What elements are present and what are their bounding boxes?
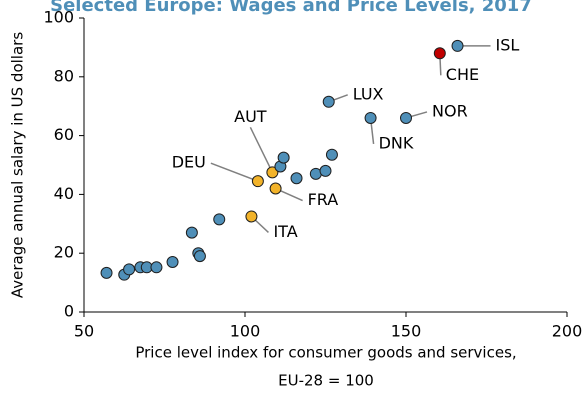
y-tick-label: 60 <box>54 125 74 144</box>
point <box>364 111 377 124</box>
y-tick-label: 20 <box>54 243 74 262</box>
point <box>245 210 258 223</box>
point <box>319 164 332 177</box>
point <box>325 148 338 161</box>
annotation: DNK <box>379 133 414 152</box>
leader-line <box>249 127 274 173</box>
x-tick-label: 50 <box>74 322 94 341</box>
annotation: CHE <box>446 65 479 84</box>
x-axis-label: EU-28 = 100 <box>278 372 374 390</box>
y-axis-label: Average annual salary in US dollars <box>9 32 27 298</box>
point <box>451 39 464 52</box>
point <box>251 175 264 188</box>
point <box>185 226 198 239</box>
point <box>400 111 412 124</box>
point <box>433 47 446 60</box>
point <box>266 166 279 179</box>
annotation: LUX <box>353 84 384 103</box>
chart-title: Selected Europe: Wages and Price Levels,… <box>50 0 532 16</box>
point <box>322 95 335 108</box>
x-tick-label: 100 <box>230 322 261 341</box>
annotation: DEU <box>172 153 206 172</box>
point <box>123 263 136 276</box>
y-tick-label: 80 <box>54 66 74 85</box>
annotation: NOR <box>432 101 468 120</box>
annotation: FRA <box>308 190 339 209</box>
point <box>100 266 113 279</box>
point <box>150 261 163 274</box>
x-axis-label: Price level index for consumer goods and… <box>135 344 516 362</box>
x-tick-label: 150 <box>391 322 422 341</box>
annotation: ITA <box>273 222 297 241</box>
point <box>213 213 226 226</box>
point <box>166 256 179 269</box>
annotation: AUT <box>234 107 267 126</box>
point <box>269 182 282 195</box>
point <box>277 151 290 164</box>
annotation: ISL <box>496 35 520 54</box>
point <box>290 172 303 185</box>
point <box>193 250 206 263</box>
leader-line <box>210 162 259 182</box>
y-tick-label: 100 <box>43 8 74 27</box>
x-tick-label: 200 <box>552 322 582 341</box>
y-tick-label: 40 <box>54 184 74 203</box>
y-tick-label: 0 <box>64 302 74 321</box>
